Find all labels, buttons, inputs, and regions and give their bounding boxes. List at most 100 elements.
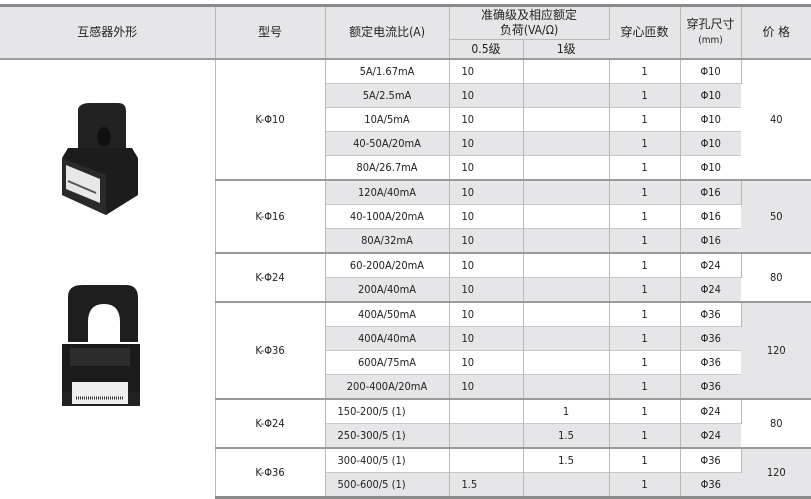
class-05-cell: 10: [449, 107, 524, 132]
table-row: 10A/5mA 10 1 Φ10: [0, 107, 811, 132]
model-cell: K-Φ10: [215, 58, 326, 180]
turns-cell: 1: [609, 131, 681, 156]
class-1-cell: [523, 58, 610, 84]
class-1-cell: [523, 326, 610, 351]
ratio-cell: 5A/1.67mA: [325, 58, 450, 84]
hole-cell: Φ24: [680, 252, 742, 278]
table-row: 200-400A/20mA 10 1 Φ36: [0, 374, 811, 399]
hole-cell: Φ10: [680, 155, 742, 180]
class-1-cell: [523, 350, 610, 375]
table-row: 250-300/5 (1) 1.5 1 Φ24: [0, 423, 811, 448]
table-row: 400A/40mA 10 1 Φ36: [0, 326, 811, 351]
price-cell: 50: [741, 179, 811, 253]
header-hole-line2: (mm): [698, 35, 723, 46]
ratio-cell: 150-200/5 (1): [325, 398, 450, 424]
table-body: K-Φ10 5A/1.67mA 10 1 Φ10 40 5A/2.5mA 10 1 Φ10 10A/…: [0, 58, 811, 499]
header-price: 价 格: [741, 4, 811, 59]
hole-cell: Φ36: [680, 374, 742, 399]
class-1-cell: [523, 301, 610, 327]
table-row: K-Φ24 60-200A/20mA 10 1 Φ24 80: [0, 252, 811, 302]
turns-cell: 1: [609, 447, 681, 473]
table-row: 600A/75mA 10 1 Φ36: [0, 350, 811, 375]
hole-cell: Φ10: [680, 107, 742, 132]
class-05-cell: 1.5: [449, 472, 524, 499]
turns-cell: 1: [609, 301, 681, 327]
class-05-cell: 10: [449, 374, 524, 399]
turns-cell: 1: [609, 423, 681, 448]
class-05-cell: 10: [449, 350, 524, 375]
class-05-cell: 10: [449, 252, 524, 278]
header-appearance: 互感器外形: [0, 4, 216, 59]
turns-cell: 1: [609, 472, 681, 499]
header-hole: 穿孔尺寸 (mm): [680, 4, 742, 59]
turns-cell: 1: [609, 107, 681, 132]
class-1-cell: [523, 179, 610, 205]
table-row: 80A/32mA 10 1 Φ16: [0, 228, 811, 253]
hole-cell: Φ10: [680, 83, 742, 108]
ratio-cell: 250-300/5 (1): [325, 423, 450, 448]
table-row: K-Φ24 150-200/5 (1) 1 1 Φ24 80: [0, 398, 811, 448]
hole-cell: Φ16: [680, 179, 742, 205]
table-row: 40-100A/20mA 10 1 Φ16: [0, 204, 811, 229]
hole-cell: Φ24: [680, 398, 742, 424]
table-row: K-Φ10 5A/1.67mA 10 1 Φ10 40: [0, 58, 811, 498]
table-row: 5A/2.5mA 10 1 Φ10: [0, 83, 811, 108]
class-1-cell: [523, 131, 610, 156]
class-1-cell: [523, 83, 610, 108]
hole-cell: Φ36: [680, 447, 742, 473]
turns-cell: 1: [609, 350, 681, 375]
ratio-cell: 400A/50mA: [325, 301, 450, 327]
model-cell: K-Φ36: [215, 301, 326, 399]
hole-cell: Φ24: [680, 277, 742, 302]
ratio-cell: 120A/40mA: [325, 179, 450, 205]
header-class-05: 0.5级: [449, 39, 524, 59]
model-cell: K-Φ24: [215, 398, 326, 448]
turns-cell: 1: [609, 374, 681, 399]
class-1-cell: 1.5: [523, 447, 610, 473]
header-accuracy: 准确级及相应额定 负荷(VA/Ω): [449, 4, 610, 40]
hole-cell: Φ16: [680, 204, 742, 229]
turns-cell: 1: [609, 83, 681, 108]
price-cell: 120: [741, 447, 811, 499]
header-accuracy-line2: 负荷(VA/Ω): [499, 23, 559, 37]
class-1-cell: [523, 277, 610, 302]
table-row: 200A/40mA 10 1 Φ24: [0, 277, 811, 302]
hole-cell: Φ10: [680, 131, 742, 156]
turns-cell: 1: [609, 228, 681, 253]
ratio-cell: 40-100A/20mA: [325, 204, 450, 229]
class-1-cell: [523, 472, 610, 499]
class-05-cell: 10: [449, 326, 524, 351]
class-05-cell: 10: [449, 179, 524, 205]
turns-cell: 1: [609, 277, 681, 302]
ratio-cell: 80A/26.7mA: [325, 155, 450, 180]
header-ratio: 额定电流比(A): [325, 4, 450, 59]
turns-cell: 1: [609, 326, 681, 351]
turns-cell: 1: [609, 155, 681, 180]
ratio-cell: 300-400/5 (1): [325, 447, 450, 473]
hole-cell: Φ36: [680, 301, 742, 327]
table-row: K-Φ36 400A/50mA 10 1 Φ36 120: [0, 301, 811, 399]
class-1-cell: 1: [523, 398, 610, 424]
ratio-cell: 200A/40mA: [325, 277, 450, 302]
class-05-cell: 10: [449, 131, 524, 156]
class-05-cell: 10: [449, 83, 524, 108]
class-1-cell: [523, 107, 610, 132]
ratio-cell: 10A/5mA: [325, 107, 450, 132]
ratio-cell: 80A/32mA: [325, 228, 450, 253]
ratio-cell: 500-600/5 (1): [325, 472, 450, 499]
class-05-cell: [449, 447, 524, 473]
model-cell: K-Φ24: [215, 252, 326, 302]
table-row: 40-50A/20mA 10 1 Φ10: [0, 131, 811, 156]
class-05-cell: [449, 423, 524, 448]
class-05-cell: 10: [449, 277, 524, 302]
class-1-cell: [523, 204, 610, 229]
turns-cell: 1: [609, 398, 681, 424]
class-05-cell: 10: [449, 301, 524, 327]
header-turns: 穿心匝数: [609, 4, 681, 59]
hole-cell: Φ36: [680, 350, 742, 375]
header-hole-line1: 穿孔尺寸: [686, 17, 735, 31]
ct-spec-table: 互感器外形 型号 额定电流比(A) 准确级及相应额定 负荷(VA/Ω) 穿心匝数 …: [0, 4, 811, 499]
ratio-cell: 600A/75mA: [325, 350, 450, 375]
model-cell: K-Φ36: [215, 447, 326, 499]
class-05-cell: [449, 398, 524, 424]
